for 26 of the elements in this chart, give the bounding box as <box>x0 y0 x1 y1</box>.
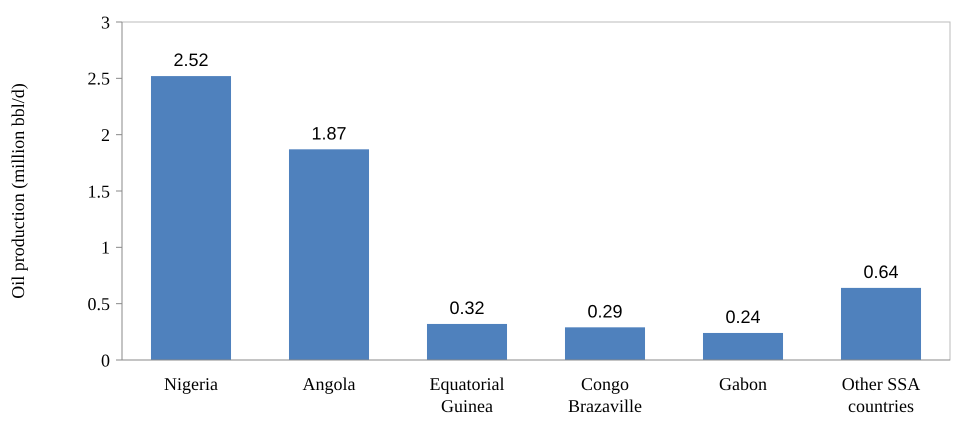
y-axis-title: Oil production (million bbl/d) <box>8 83 28 299</box>
bar <box>288 149 370 360</box>
y-tick-label: 2.5 <box>88 68 110 89</box>
data-label: 2.52 <box>173 50 209 70</box>
x-tick-label: Other SSA countries <box>842 374 920 416</box>
bar <box>840 288 922 360</box>
bar <box>426 324 508 360</box>
x-tick-label: Congo Brazaville <box>568 374 642 416</box>
x-tick-label: Equatorial Guinea <box>430 374 504 416</box>
x-tick-label: Gabon <box>719 374 767 394</box>
data-label: 1.87 <box>311 123 347 144</box>
x-tick-label: Nigeria <box>164 374 218 394</box>
bar <box>150 76 232 360</box>
y-tick-label: 0.5 <box>88 294 110 314</box>
y-tick-label: 2 <box>101 124 110 145</box>
x-tick-label: Angola <box>302 374 356 394</box>
y-tick-label: 3 <box>101 12 110 32</box>
y-tick-label: 1.5 <box>88 181 110 202</box>
bar <box>702 332 784 360</box>
data-label: 0.24 <box>725 306 761 327</box>
y-tick-label: 1 <box>101 238 110 258</box>
bar <box>564 327 646 360</box>
y-tick-label: 0 <box>101 350 110 370</box>
data-label: 0.29 <box>587 301 623 322</box>
data-label: 0.32 <box>449 298 485 318</box>
data-label: 0.64 <box>863 262 899 282</box>
